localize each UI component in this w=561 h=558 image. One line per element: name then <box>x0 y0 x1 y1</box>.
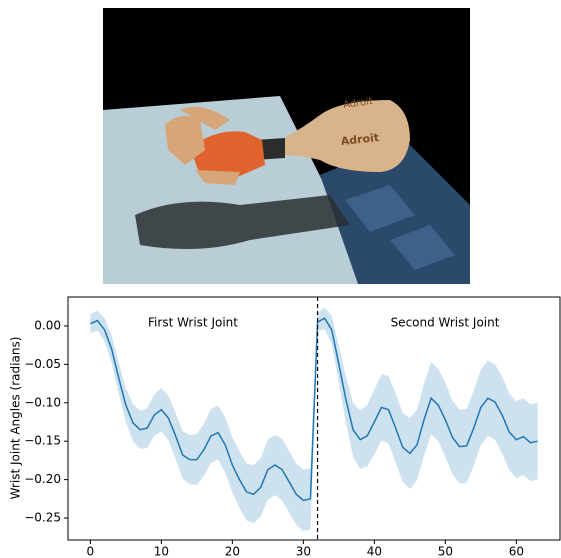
x-tick-label: 30 <box>296 545 311 558</box>
figure: Adroit Adroit Wrist Joint Angles (radian… <box>0 0 561 558</box>
render-image: Adroit Adroit <box>103 8 470 284</box>
x-tick-label: 60 <box>509 545 524 558</box>
x-tick-label: 0 <box>87 545 95 558</box>
y-tick-label: −0.10 <box>24 395 61 409</box>
y-tick-label: −0.05 <box>24 357 61 371</box>
x-tick-label: 40 <box>367 545 382 558</box>
x-tick-label: 20 <box>225 545 240 558</box>
y-axis-label: Wrist Joint Angles (radians) <box>9 337 23 500</box>
chart: Wrist Joint Angles (radians) First Wrist… <box>9 297 561 558</box>
annotation: Second Wrist Joint <box>391 316 500 330</box>
y-tick-label: 0.00 <box>34 318 61 332</box>
y-tick-label: −0.15 <box>24 434 61 448</box>
y-tick-label: −0.20 <box>24 472 61 486</box>
annotation: First Wrist Joint <box>148 316 238 330</box>
x-tick-label: 10 <box>154 545 169 558</box>
y-tick-label: −0.25 <box>24 511 61 525</box>
x-tick-label: 50 <box>438 545 453 558</box>
